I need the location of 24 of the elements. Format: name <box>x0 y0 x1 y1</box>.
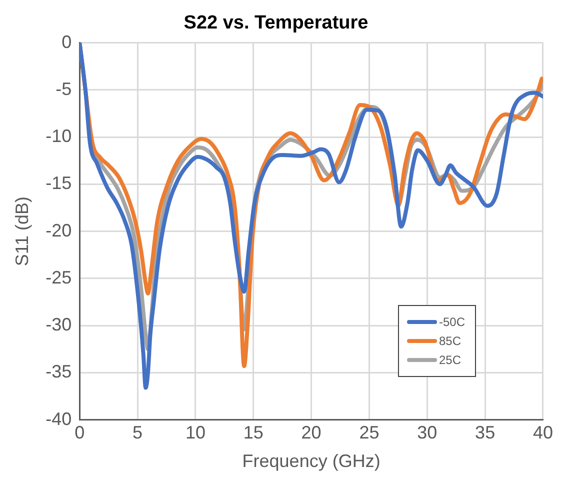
x-tick-label: 20 <box>301 422 322 443</box>
x-axis-title: Frequency (GHz) <box>242 451 380 472</box>
x-tick-label: 0 <box>74 422 85 443</box>
x-tick-label: 40 <box>532 422 554 443</box>
y-tick-label: -30 <box>46 314 72 335</box>
y-tick-label: -10 <box>46 126 72 146</box>
y-tick-label: -20 <box>46 220 72 240</box>
y-tick-label: -35 <box>46 362 72 382</box>
y-tick-label: -15 <box>46 173 72 194</box>
y-tick-label: -40 <box>46 408 72 429</box>
x-tick-label: 10 <box>185 422 206 443</box>
y-tick-label: 0 <box>62 32 72 52</box>
y-tick-label: -5 <box>56 78 72 99</box>
x-tick-label: 25 <box>359 422 380 443</box>
x-tick-label: 35 <box>475 422 496 443</box>
legend-label: 25C <box>438 353 461 367</box>
x-tick-label: 5 <box>132 422 143 443</box>
y-tick-label: -25 <box>46 267 72 288</box>
y-axis-title: S11 (dB) <box>12 196 32 266</box>
x-tick-label: 30 <box>417 422 438 443</box>
x-tick-label: 15 <box>243 422 264 443</box>
legend-label: -50C <box>438 315 465 329</box>
legend-label: 85C <box>438 334 461 348</box>
chart-title: S22 vs. Temperature <box>184 12 368 34</box>
